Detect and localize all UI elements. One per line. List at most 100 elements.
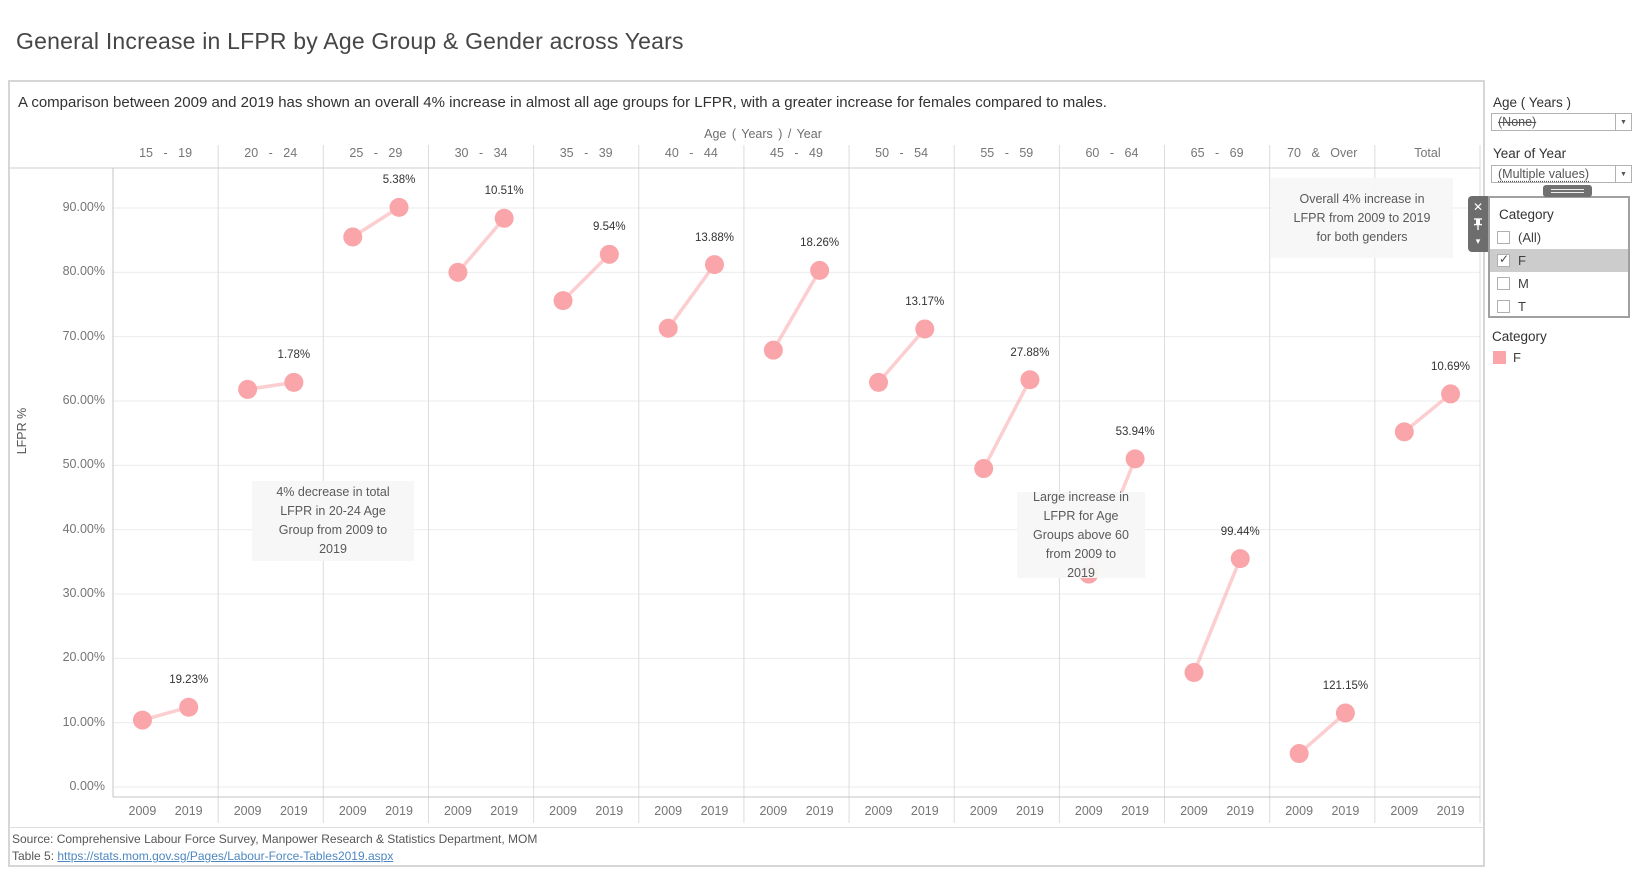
category-option-F[interactable]: ✓ F — [1490, 249, 1628, 272]
pct-change-label-Total: 10.69% — [1431, 360, 1471, 373]
chevron-down-icon[interactable]: ▾ — [1475, 235, 1481, 246]
data-point-2009-70 & Over[interactable] — [1289, 744, 1309, 764]
checkbox-unchecked[interactable] — [1497, 277, 1510, 290]
x-tick-2019: 2019 — [279, 804, 308, 818]
x-tick-2019: 2019 — [1331, 804, 1360, 818]
annotation-line: 4% decrease in total — [276, 485, 390, 499]
source-link[interactable]: https://stats.mom.gov.sg/Pages/Labour-Fo… — [57, 849, 394, 863]
data-point-2019-25 - 29[interactable] — [389, 197, 409, 217]
x-tick-2009: 2009 — [1074, 804, 1103, 818]
x-tick-2009: 2009 — [759, 804, 788, 818]
annotation-line: Groups above 60 — [1033, 527, 1129, 542]
data-point-2019-65 - 69[interactable] — [1230, 549, 1250, 569]
x-tick-2019: 2019 — [1016, 804, 1044, 818]
column-header-20 - 24: 20 - 24 — [244, 146, 298, 160]
column-header-35 - 39: 35 - 39 — [559, 146, 613, 160]
x-tick-2019: 2019 — [700, 804, 729, 818]
column-header-Total: Total — [1414, 146, 1441, 160]
y-tick-label: 70.00% — [62, 328, 105, 343]
x-tick-2019: 2019 — [595, 804, 624, 818]
data-point-2019-45 - 49[interactable] — [810, 260, 830, 280]
annotation-line: from 2009 to — [1045, 546, 1117, 561]
category-filter-title: Category — [1499, 207, 1554, 222]
x-tick-2019: 2019 — [490, 804, 519, 818]
annotation-line: Large increase in — [1033, 489, 1129, 504]
age-filter-dropdown[interactable]: (None) ▼ — [1491, 113, 1632, 131]
category-option-label: M — [1518, 276, 1529, 291]
data-point-2009-Total[interactable] — [1394, 422, 1414, 442]
y-tick-label: 60.00% — [62, 393, 105, 407]
category-option-(All)[interactable]: (All) — [1490, 226, 1628, 249]
data-point-2019-40 - 44[interactable] — [704, 255, 724, 275]
x-tick-2009: 2009 — [1180, 804, 1208, 818]
data-point-2019-70 & Over[interactable] — [1335, 703, 1355, 723]
annotation-line: 2019 — [1067, 565, 1095, 580]
chevron-down-icon[interactable]: ▼ — [1615, 114, 1631, 130]
close-icon[interactable]: ✕ — [1472, 200, 1484, 214]
data-point-2019-55 - 59[interactable] — [1020, 370, 1040, 390]
column-header-55 - 59: 55 - 59 — [980, 146, 1034, 160]
column-header-65 - 69: 65 - 69 — [1190, 146, 1244, 160]
data-point-2019-60 - 64[interactable] — [1125, 449, 1145, 469]
age-filter-value: (None) — [1498, 115, 1537, 129]
data-point-2019-30 - 34[interactable] — [494, 208, 514, 228]
pct-change-label-20 - 24: 1.78% — [277, 349, 311, 362]
checkbox-unchecked[interactable] — [1497, 300, 1510, 313]
dashboard-container — [8, 80, 1485, 867]
legend-swatch-F[interactable] — [1493, 351, 1506, 364]
x-tick-2009: 2009 — [654, 804, 683, 818]
column-header-70 & Over: 70 & Over — [1287, 146, 1358, 160]
check-icon: ✓ — [1499, 252, 1510, 266]
x-tick-2019: 2019 — [1121, 804, 1149, 818]
pin-icon[interactable] — [1471, 217, 1485, 231]
column-header-40 - 44: 40 - 44 — [664, 146, 718, 160]
data-point-2019-Total[interactable] — [1441, 384, 1461, 404]
data-point-2019-50 - 54[interactable] — [915, 319, 935, 339]
data-point-2009-20 - 24[interactable] — [238, 379, 258, 399]
column-header-30 - 34: 30 - 34 — [454, 146, 508, 160]
top-axis-label: Age ( Years ) / Year — [704, 127, 822, 141]
y-tick-label: 90.00% — [62, 200, 105, 214]
source-text: Source: Comprehensive Labour Force Surve… — [12, 832, 538, 846]
annotation-line: Group from 2009 to — [278, 523, 388, 537]
data-point-2019-20 - 24[interactable] — [284, 372, 304, 392]
y-tick-label: 10.00% — [62, 714, 105, 729]
y-tick-label: 20.00% — [62, 650, 105, 665]
y-tick-label: 80.00% — [62, 264, 105, 279]
legend-label: F — [1513, 350, 1521, 365]
pct-change-label-60 - 64: 53.94% — [1115, 425, 1155, 438]
year-filter-dropdown[interactable]: (Multiple values) ▼ — [1491, 165, 1632, 183]
data-point-2009-50 - 54[interactable] — [869, 372, 889, 392]
data-point-2019-15 - 19[interactable] — [179, 697, 199, 717]
annotation-20-24-decrease: 4% decrease in total LFPR in 20-24 Age Gro… — [252, 481, 414, 561]
checkbox-checked[interactable]: ✓ — [1497, 252, 1510, 267]
x-tick-2009: 2009 — [233, 804, 262, 818]
pct-change-label-65 - 69: 99.44% — [1220, 525, 1260, 538]
category-panel-toolbar: ✕ ▾ — [1468, 196, 1488, 252]
year-filter-value: (Multiple values) — [1498, 167, 1590, 181]
data-point-2009-25 - 29[interactable] — [343, 227, 363, 247]
annotation-line: LFPR from 2009 to 2019 — [1293, 210, 1431, 225]
checkbox-unchecked[interactable] — [1497, 231, 1510, 244]
data-point-2019-35 - 39[interactable] — [599, 244, 619, 264]
chevron-down-icon[interactable]: ▼ — [1615, 166, 1631, 182]
x-tick-2009: 2009 — [864, 804, 893, 818]
x-tick-2009: 2009 — [1390, 804, 1419, 818]
category-filter-panel: Category (All) ✓ F M T — [1488, 196, 1630, 318]
data-point-2009-30 - 34[interactable] — [448, 262, 468, 282]
pct-change-label-50 - 54: 13.17% — [905, 295, 945, 308]
data-point-2009-40 - 44[interactable] — [658, 318, 678, 338]
data-point-2009-55 - 59[interactable] — [974, 459, 994, 479]
category-option-M[interactable]: M — [1490, 272, 1628, 295]
data-point-2009-65 - 69[interactable] — [1184, 662, 1204, 682]
x-tick-2019: 2019 — [1436, 804, 1465, 818]
category-option-T[interactable]: T — [1490, 295, 1628, 318]
category-options-list: (All) ✓ F M T — [1490, 226, 1628, 318]
data-point-2009-45 - 49[interactable] — [763, 340, 783, 360]
panel-drag-handle[interactable] — [1543, 185, 1592, 197]
page-title: General Increase in LFPR by Age Group & … — [16, 28, 684, 54]
data-point-2009-15 - 19[interactable] — [132, 710, 152, 730]
annotation-overall-increase: Overall 4% increase in LFPR from 2009 to … — [1271, 178, 1453, 258]
data-point-2009-35 - 39[interactable] — [553, 291, 573, 311]
